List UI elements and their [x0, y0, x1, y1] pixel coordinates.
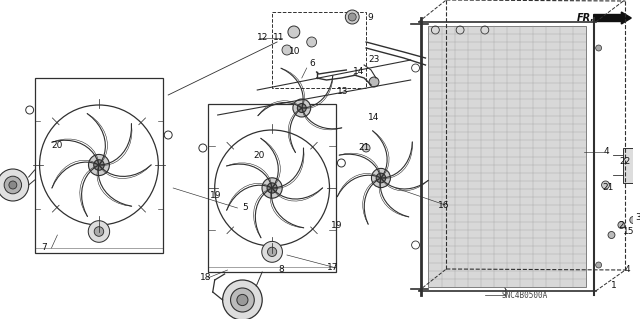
Text: SNC4B0500A: SNC4B0500A [501, 292, 548, 300]
Circle shape [596, 262, 602, 268]
Circle shape [262, 178, 282, 198]
Text: 17: 17 [326, 263, 338, 272]
Circle shape [288, 26, 300, 38]
Circle shape [630, 217, 637, 224]
Bar [208, 104, 337, 272]
Text: FR.: FR. [577, 13, 595, 23]
Text: 3: 3 [636, 213, 640, 222]
Text: 2: 2 [619, 220, 624, 229]
Text: 13: 13 [337, 87, 348, 97]
Circle shape [93, 160, 104, 170]
Text: 14: 14 [353, 68, 364, 77]
Circle shape [88, 221, 109, 242]
Circle shape [237, 294, 248, 306]
Circle shape [376, 173, 386, 183]
Circle shape [348, 13, 356, 21]
Text: 5: 5 [243, 204, 248, 212]
Text: 14: 14 [369, 114, 380, 122]
Text: 7: 7 [42, 243, 47, 253]
Circle shape [230, 288, 254, 312]
Text: 19: 19 [331, 220, 342, 229]
Text: 16: 16 [438, 201, 449, 210]
Text: 4: 4 [604, 147, 609, 157]
Circle shape [608, 232, 615, 239]
Circle shape [596, 45, 602, 51]
Bar [623, 148, 636, 183]
Circle shape [293, 99, 310, 117]
Text: 19: 19 [210, 190, 221, 199]
Text: 21: 21 [603, 183, 614, 192]
Circle shape [602, 181, 609, 189]
Circle shape [282, 45, 292, 55]
Text: 11: 11 [273, 33, 285, 42]
Bar [35, 78, 163, 253]
Circle shape [298, 103, 306, 113]
Text: 6: 6 [310, 60, 316, 69]
Circle shape [223, 280, 262, 319]
Text: 1: 1 [611, 281, 616, 291]
Text: 20: 20 [253, 151, 265, 160]
Text: 22: 22 [620, 158, 631, 167]
Text: 10: 10 [289, 48, 301, 56]
Circle shape [262, 241, 282, 262]
Bar [428, 26, 586, 287]
Circle shape [268, 247, 276, 256]
Circle shape [9, 181, 17, 189]
Text: 18: 18 [200, 273, 212, 283]
Text: 20: 20 [52, 140, 63, 150]
Bar [272, 12, 366, 88]
Text: 21: 21 [358, 144, 370, 152]
Circle shape [88, 154, 109, 175]
Circle shape [346, 10, 359, 24]
Text: 23: 23 [369, 56, 380, 64]
Text: 9: 9 [367, 12, 373, 21]
Circle shape [369, 77, 379, 87]
Circle shape [4, 176, 22, 194]
Circle shape [371, 168, 390, 188]
Circle shape [0, 169, 29, 201]
Text: 4: 4 [625, 265, 630, 275]
Circle shape [307, 37, 317, 47]
Text: 8: 8 [278, 265, 284, 275]
Circle shape [267, 183, 277, 193]
Text: 12: 12 [257, 33, 268, 42]
Text: 15: 15 [623, 227, 634, 236]
Circle shape [618, 221, 625, 228]
FancyArrow shape [594, 12, 631, 24]
Circle shape [94, 227, 104, 236]
Circle shape [362, 144, 370, 152]
